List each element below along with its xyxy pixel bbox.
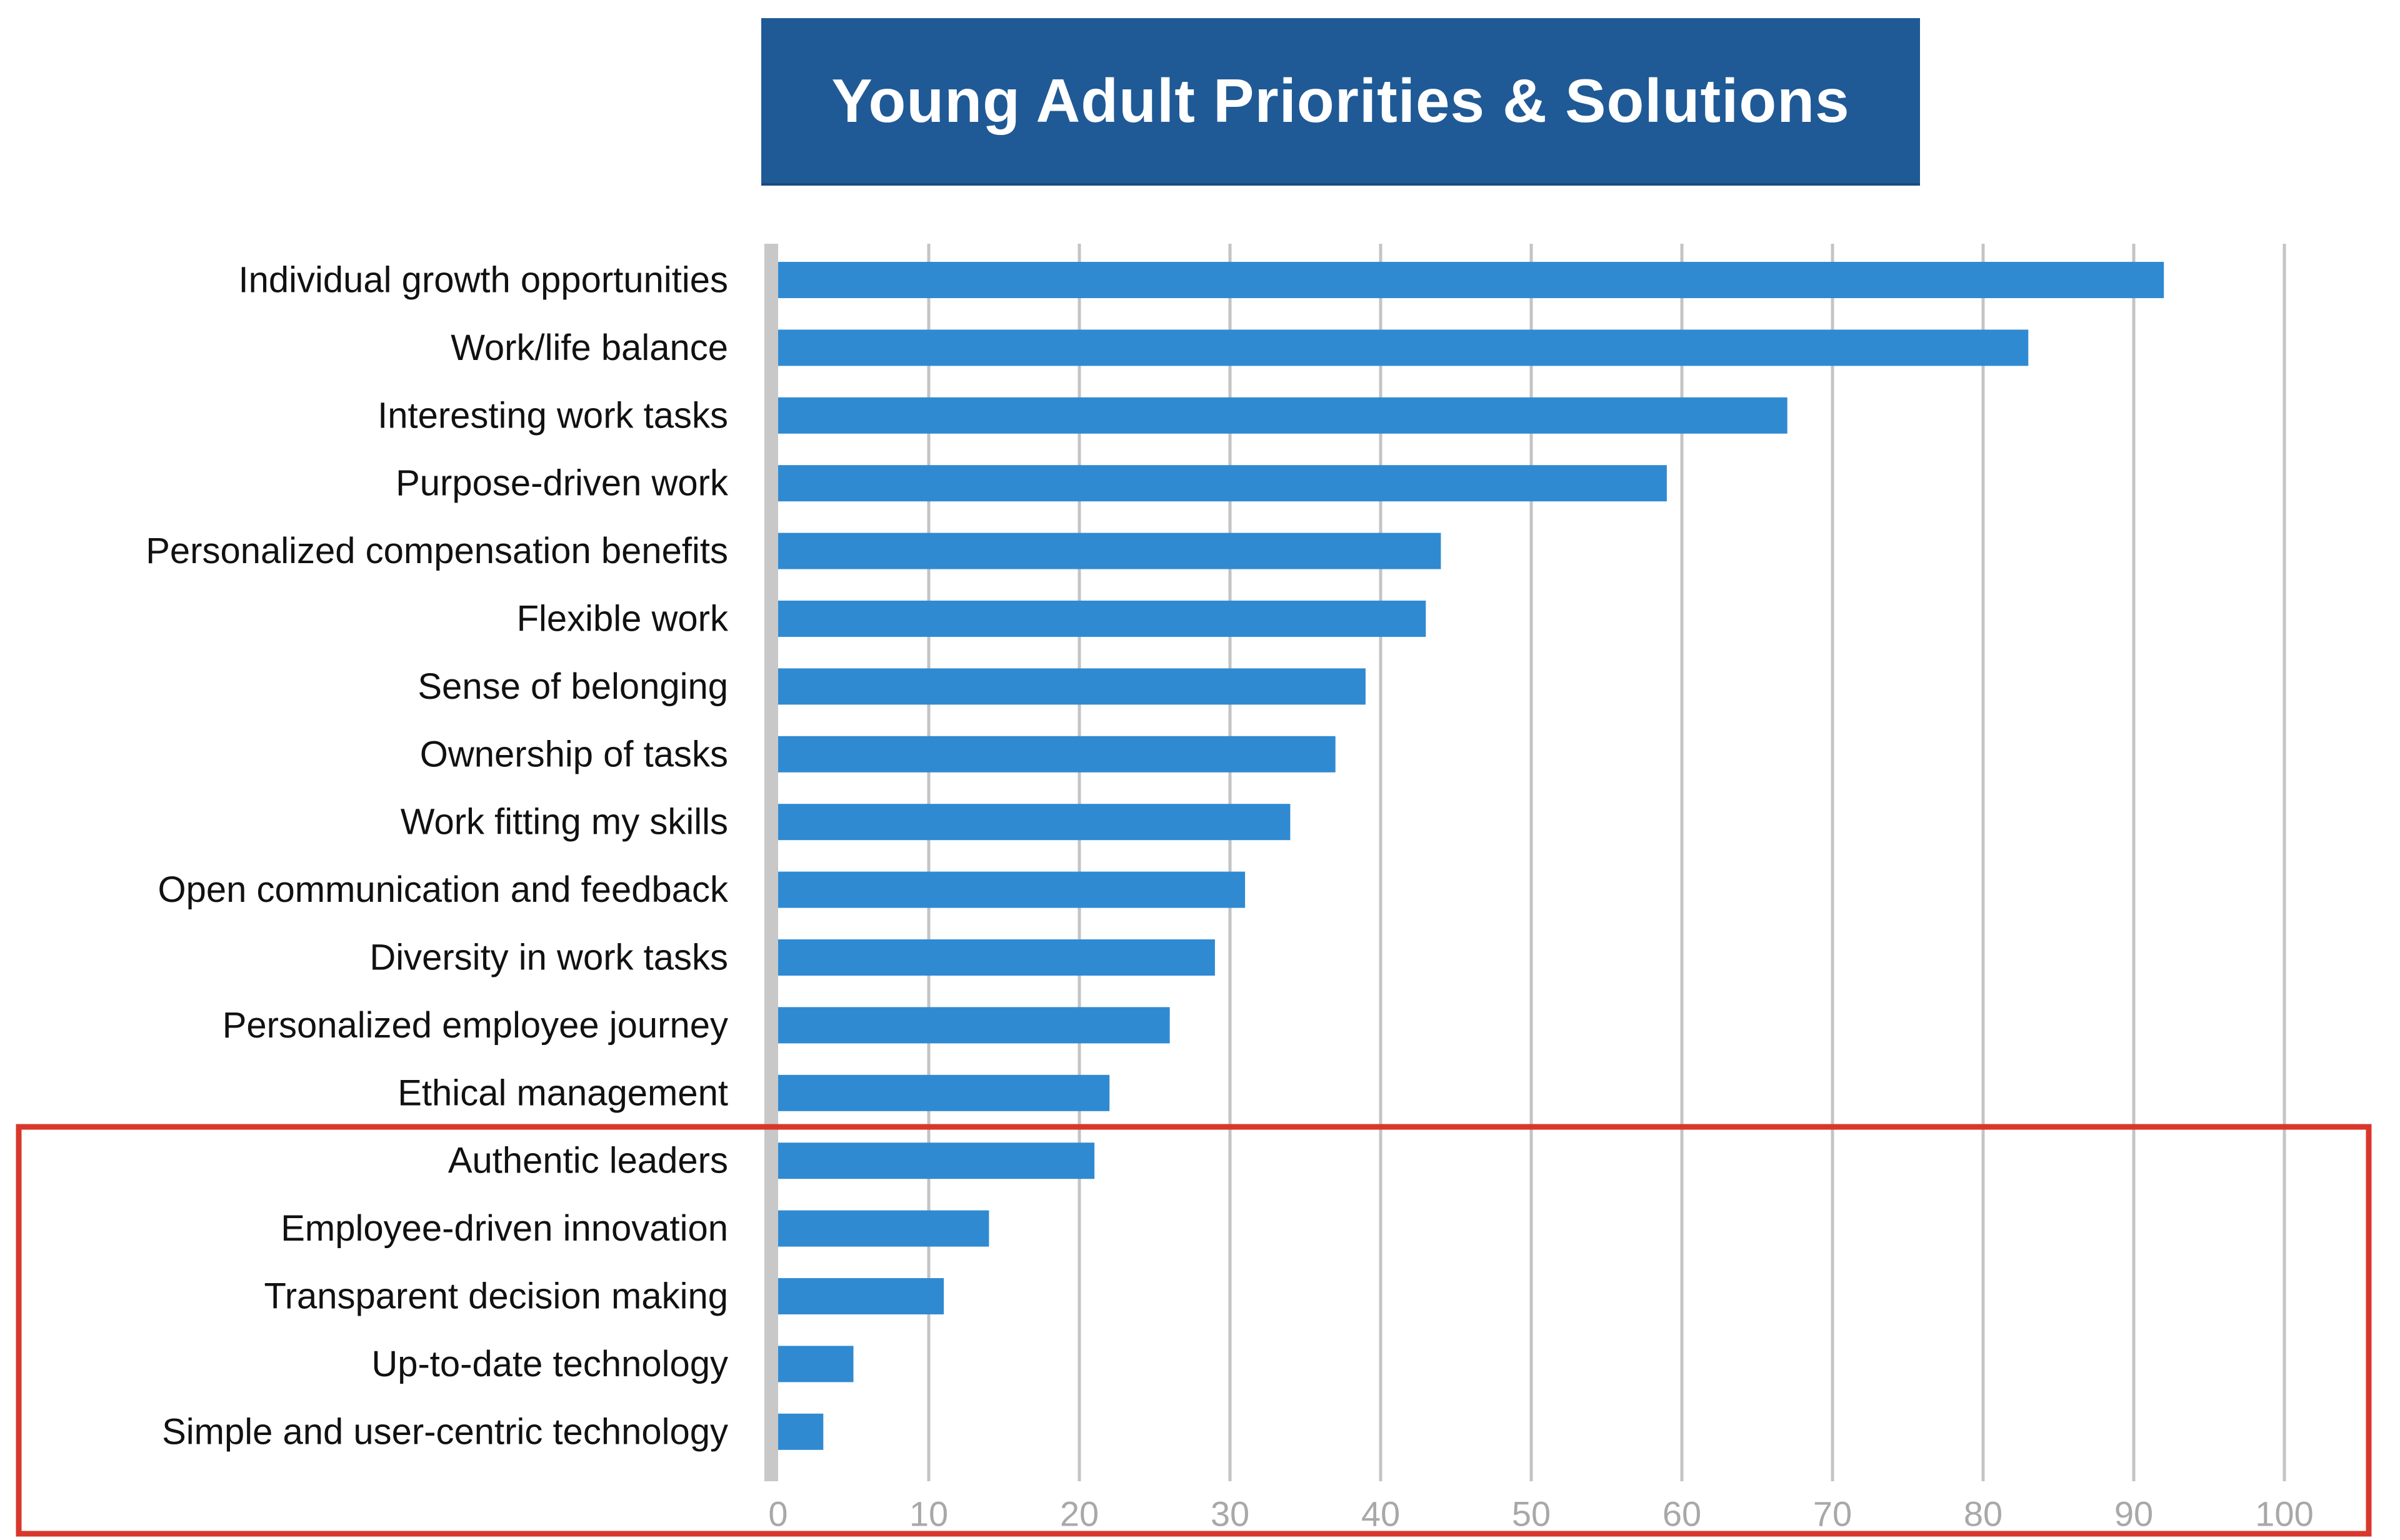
bar [778,804,1291,841]
x-tick-label: 40 [1361,1494,1400,1534]
highlight-box [16,1124,2372,1537]
x-tick-label: 70 [1813,1494,1852,1534]
bar [778,1413,824,1450]
category-label: Up-to-date technology [371,1344,728,1384]
x-tick-label: 20 [1060,1494,1099,1534]
category-label: Interesting work tasks [378,395,728,436]
category-label: Ownership of tasks [420,734,728,774]
category-label: Purpose-driven work [396,463,729,504]
bars [778,262,2164,1450]
category-label: Simple and user-centric technology [162,1411,728,1452]
bar [778,465,1667,502]
category-label: Diversity in work tasks [369,938,728,978]
category-label: Transparent decision making [264,1276,728,1317]
bar [778,736,1336,772]
y-axis-line [764,244,778,1481]
chart-title-banner: Young Adult Priorities & Solutions [761,18,1920,186]
category-label: Work/life balance [451,328,728,368]
bar [778,601,1426,637]
bar [778,871,1246,908]
bar [778,1007,1170,1044]
category-label: Work fitting my skills [401,802,728,842]
bar [778,1278,944,1314]
gridlines [927,244,2286,1481]
x-tick-label: 60 [1662,1494,1701,1534]
bar [778,1210,989,1247]
category-label: Employee-driven innovation [281,1208,728,1249]
x-tick-label: 10 [909,1494,948,1534]
x-tick-labels: 0 10 20 30 40 50 60 70 80 90 100 [768,1494,2313,1534]
category-label: Personalized compensation benefits [146,531,728,571]
bar [778,1142,1095,1179]
category-label: Open communication and feedback [158,869,729,910]
bar [778,939,1215,976]
x-tick-label: 90 [2114,1494,2153,1534]
x-tick-label: 80 [1964,1494,2002,1534]
category-label: Sense of belonging [418,666,728,707]
category-label: Authentic leaders [448,1141,728,1181]
bar [778,1346,854,1382]
category-label: Individual growth opportunities [239,260,728,301]
x-tick-label: 0 [768,1494,788,1534]
category-labels: Individual growth opportunities Work/life… [146,260,729,1452]
bar [778,397,1788,434]
x-tick-label: 100 [2255,1494,2313,1534]
highlight-rectangle [16,1124,2372,1537]
bar [778,668,1366,705]
x-tick-label: 30 [1211,1494,1249,1534]
x-tick-label: 50 [1512,1494,1551,1534]
bar [778,1074,1110,1111]
category-label: Personalized employee journey [222,1005,728,1046]
category-label: Flexible work [517,599,729,639]
bar [778,329,2029,366]
axis-baseline [764,244,778,1481]
chart-title: Young Adult Priorities & Solutions [831,66,1850,135]
category-label: Ethical management [398,1072,728,1113]
bar [778,532,1441,569]
bar [778,262,2164,298]
